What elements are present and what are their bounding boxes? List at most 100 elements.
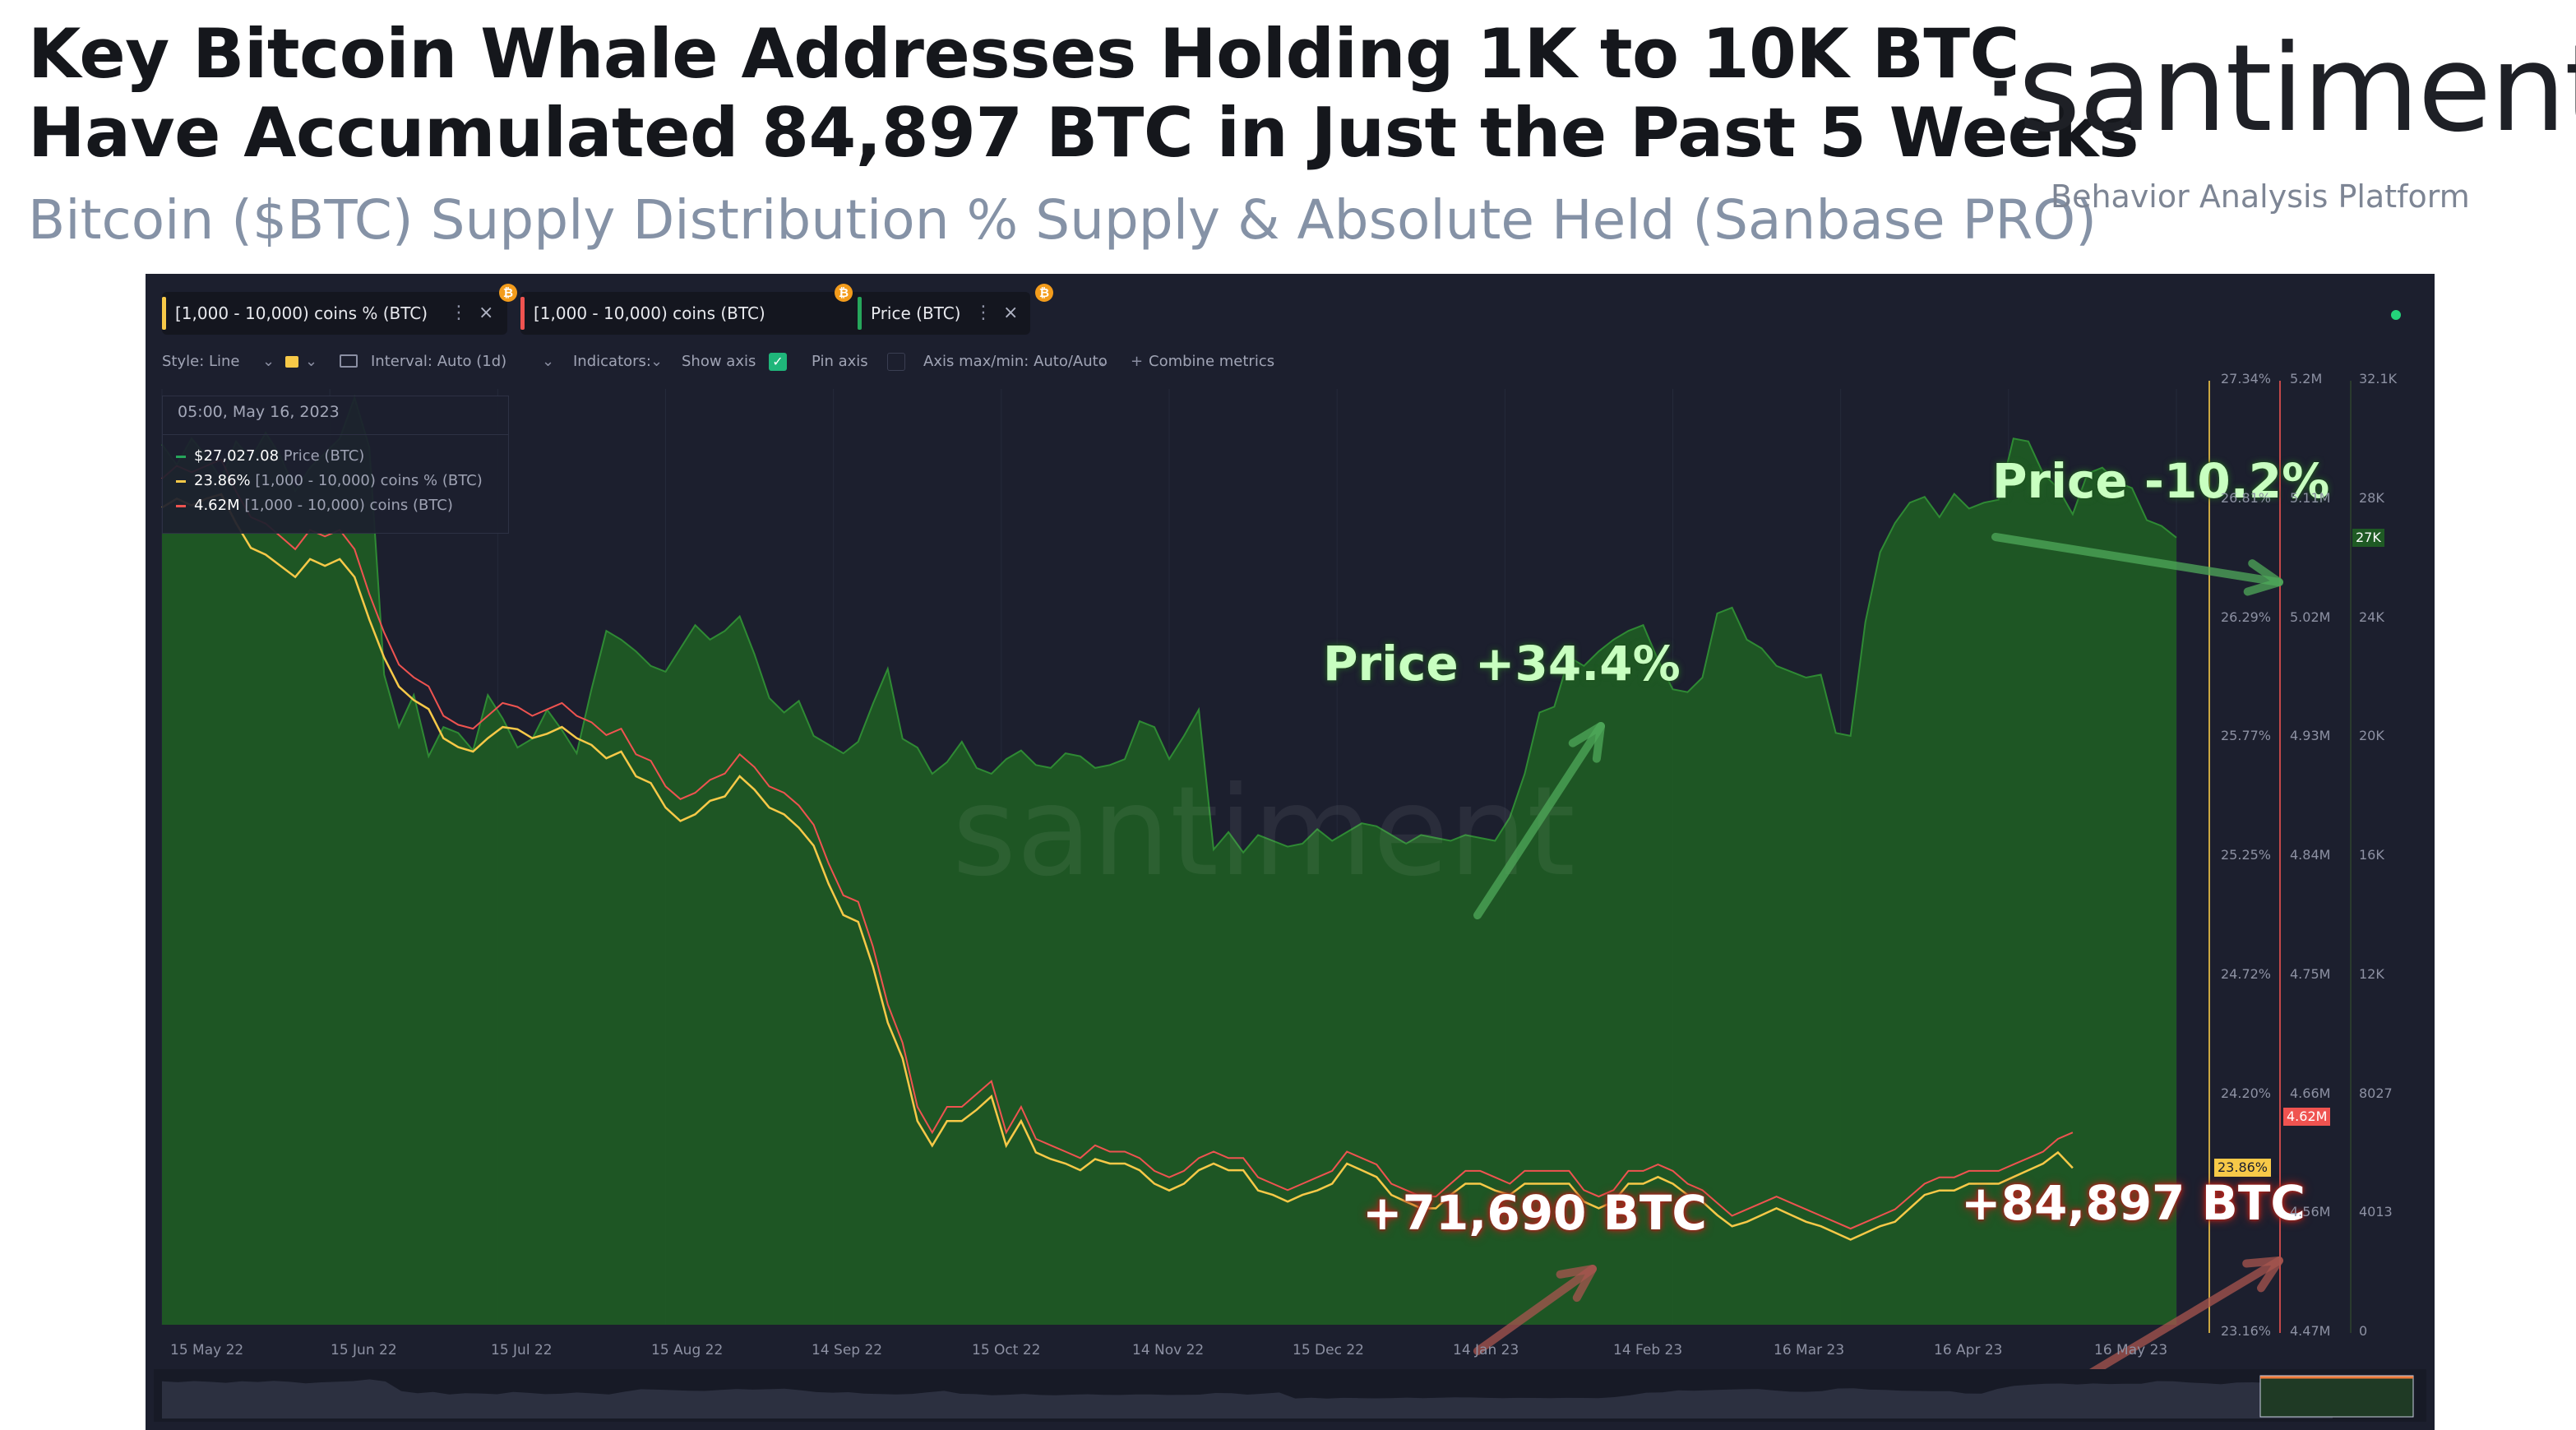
navigator-window [2259, 1375, 2414, 1418]
tooltip-divider [163, 434, 508, 435]
close-icon[interactable]: × [1003, 303, 1019, 323]
calendar-icon[interactable] [340, 354, 358, 368]
price-axis-tick: 0 [2359, 1323, 2368, 1339]
pct-axis-tick: 27.34% [2221, 371, 2272, 386]
tooltip-value: 23.86% [194, 472, 251, 489]
price-up-arrow-head [1568, 722, 1605, 763]
chevron-down-icon[interactable]: ⌄ [1098, 353, 1111, 370]
chart-canvas: santiment 15 May 22 15 Jun 22 15 Jul 22 15 A… [154, 381, 2435, 1422]
tooltip-row-price: $27,027.08 Price (BTC) [176, 447, 364, 465]
pin-axis-label: Pin axis [812, 353, 868, 370]
tooltip-value: 4.62M [194, 497, 240, 514]
btc1-arrow-head [1556, 1265, 1597, 1303]
abs-axis-tick: 5.11M [2290, 489, 2331, 506]
indicators-dropdown[interactable]: Indicators: [573, 353, 651, 370]
metric-tag-price[interactable]: Price (BTC) ⋮ × [858, 292, 1030, 335]
price-axis-tick: 8027 [2359, 1085, 2393, 1101]
tooltip-row-pct: 23.86% [1,000 - 10,000) coins % (BTC) [176, 472, 483, 489]
x-tick-label: 15 Jul 22 [491, 1342, 553, 1358]
pct-axis-tick: 25.77% [2221, 728, 2272, 744]
x-tick-label: 15 Aug 22 [651, 1342, 723, 1358]
x-tick-label: 15 Oct 22 [972, 1342, 1040, 1358]
watermark: santiment [952, 761, 1575, 904]
price-axis-tick: 32.1K [2359, 371, 2398, 386]
pct-axis-tick: 23.16% [2221, 1323, 2272, 1339]
x-tick-label: 16 May 23 [2094, 1342, 2167, 1358]
axis-panel-bg [2178, 381, 2435, 1358]
btc2-arrow-head [2242, 1256, 2283, 1293]
price-axis-tick: 28K [2359, 489, 2384, 506]
x-tick-label: 15 Dec 22 [1293, 1342, 1364, 1358]
interval-dropdown[interactable]: Interval: Auto (1d) [371, 353, 507, 370]
more-menu-icon[interactable]: ⋮ [450, 303, 468, 323]
abs-axis-tick: 4.47M [2290, 1323, 2331, 1339]
abs-color-bar [520, 297, 525, 330]
pct-axis-tick: 26.81% [2221, 489, 2272, 506]
x-tick-label: 15 May 22 [170, 1342, 243, 1358]
pct-current-badge: 23.86% [2214, 1159, 2272, 1178]
abs-axis-tick: 4.66M [2290, 1085, 2331, 1101]
tooltip-date: 05:00, May 16, 2023 [178, 403, 340, 421]
x-tick-label: 14 Feb 23 [1613, 1342, 1682, 1358]
live-status-dot [2391, 310, 2401, 320]
price-down-arrow-shaft [1991, 533, 2283, 586]
title-line-2: Have Accumulated 84,897 BTC in Just the … [28, 93, 2139, 173]
pct-axis-tick: 25.25% [2221, 847, 2272, 863]
pct-axis-tick: 24.72% [2221, 965, 2272, 982]
plus-icon[interactable]: + [1131, 353, 1144, 370]
abs-axis-tick: 4.56M [2290, 1204, 2331, 1220]
axis-maxmin-dropdown[interactable]: Axis max/min: Auto/Auto [923, 353, 1108, 370]
metric-tag-abs-label: [1,000 - 10,000) coins (BTC) [534, 303, 765, 323]
metric-tag-pct-label: [1,000 - 10,000) coins % (BTC) [175, 303, 428, 323]
close-icon[interactable]: × [479, 303, 494, 323]
color-swatch[interactable] [285, 356, 298, 368]
bitcoin-icon: ₿ [835, 284, 853, 302]
santiment-logo: ·santiment· [1982, 19, 2576, 159]
chevron-down-icon[interactable]: ⌄ [650, 353, 664, 370]
legend-swatch [176, 479, 186, 483]
navigator-area [162, 1379, 2333, 1418]
price-up-arrow-shaft [1473, 722, 1605, 919]
price-current-badge: 27K [2352, 528, 2384, 547]
x-tick-label: 16 Apr 23 [1934, 1342, 2002, 1358]
x-tick-label: 16 Mar 23 [1774, 1342, 1844, 1358]
x-tick-label: 15 Jun 22 [331, 1342, 397, 1358]
abs-axis-tick: 4.93M [2290, 728, 2331, 744]
metric-tag-pct[interactable]: [1,000 - 10,000) coins % (BTC) ⋮ × [162, 292, 507, 335]
x-tick-label: 14 Jan 23 [1453, 1342, 1519, 1358]
style-dropdown[interactable]: Style: Line [162, 353, 240, 370]
chart-subtitle: Bitcoin ($BTC) Supply Distribution % Sup… [28, 188, 2097, 252]
bitcoin-icon: ₿ [1035, 284, 1053, 302]
price-line [161, 395, 2177, 854]
annotation-btc-1: +71,690 BTC [1362, 1185, 1707, 1241]
x-tick-label: 14 Nov 22 [1132, 1342, 1204, 1358]
logo-tagline: Behavior Analysis Platform [2051, 178, 2470, 215]
more-menu-icon[interactable]: ⋮ [974, 303, 992, 323]
price-axis-tick: 24K [2359, 609, 2384, 625]
tooltip-row-abs: 4.62M [1,000 - 10,000) coins (BTC) [176, 497, 453, 514]
annotation-price-down: Price -10.2% [1992, 453, 2330, 509]
x-tick-label: 14 Sep 22 [812, 1342, 882, 1358]
chart-panel: santiment 15 May 22 15 Jun 22 15 Jul 22 15 A… [146, 274, 2435, 1430]
tooltip-value: $27,027.08 [194, 447, 280, 465]
chevron-down-icon[interactable]: ⌄ [262, 353, 275, 370]
abs-axis-tick: 5.02M [2290, 609, 2331, 625]
abs-line [161, 458, 2074, 1230]
pin-axis-checkbox[interactable] [887, 353, 905, 371]
pct-axis-tick: 24.20% [2221, 1085, 2272, 1101]
metric-tag-price-label: Price (BTC) [871, 303, 961, 323]
price-axis-tick: 12K [2359, 965, 2384, 982]
pct-line [161, 493, 2074, 1241]
abs-axis-tick: 5.2M [2290, 371, 2323, 386]
price-color-bar [858, 297, 862, 330]
show-axis-checkbox[interactable]: ✓ [769, 353, 787, 371]
tooltip-label: [1,000 - 10,000) coins (BTC) [244, 497, 453, 514]
hover-tooltip: 05:00, May 16, 2023 $27,027.08 Price (BT… [162, 396, 509, 534]
title-line-1: Key Bitcoin Whale Addresses Holding 1K t… [28, 14, 2019, 94]
chevron-down-icon[interactable]: ⌄ [542, 353, 555, 370]
pct-color-bar [162, 297, 166, 330]
price-down-arrow-head [2243, 559, 2283, 596]
pct-axis-tick: 26.29% [2221, 609, 2272, 625]
combine-metrics-button[interactable]: Combine metrics [1149, 353, 1275, 370]
chevron-down-icon[interactable]: ⌄ [305, 353, 318, 370]
